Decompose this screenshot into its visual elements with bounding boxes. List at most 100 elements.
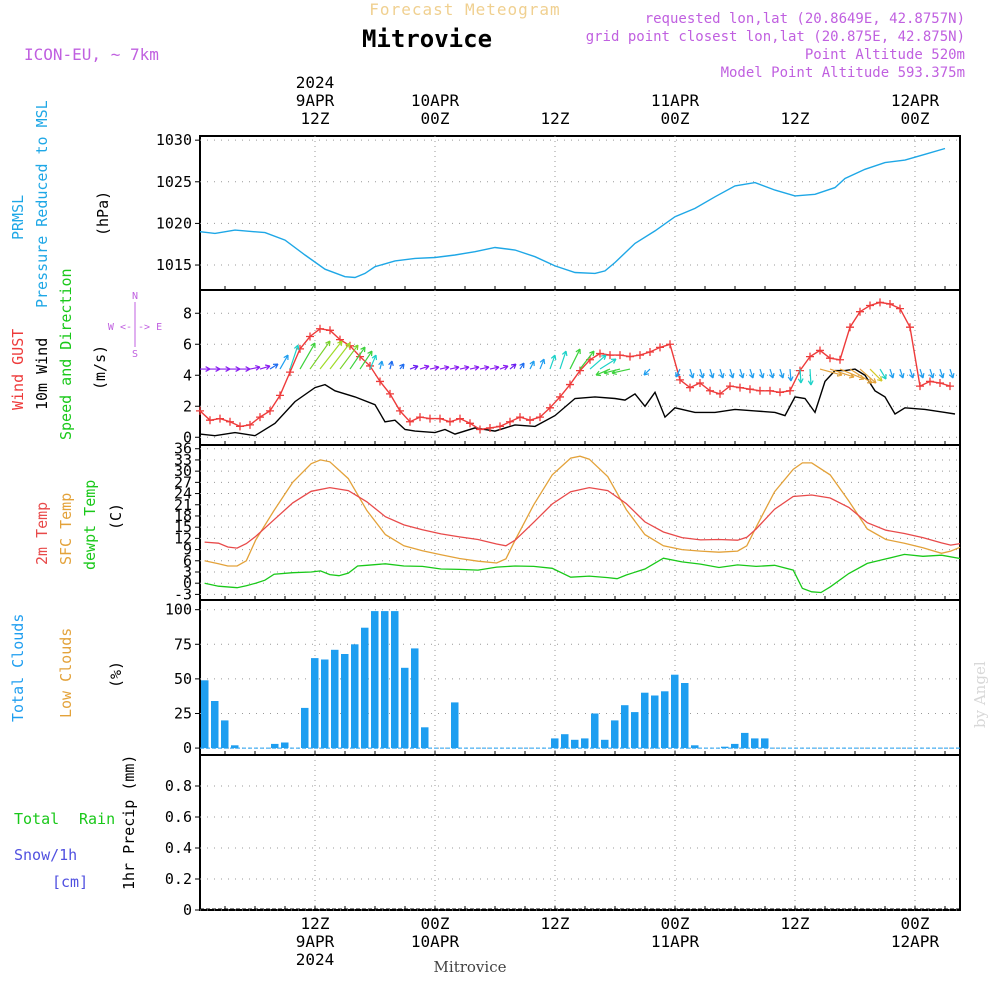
requested-coords: requested lon,lat (20.8649E, 42.8757N): [645, 11, 965, 27]
cloud-bar: [741, 732, 749, 749]
bottom-time-label: 9APR: [296, 932, 335, 951]
wind-arrow: [489, 365, 500, 371]
gust-marker: [436, 414, 444, 423]
wind-arrow: [479, 365, 490, 371]
gust-marker: [776, 388, 784, 397]
wind-gust-line: [199, 301, 951, 431]
cloud-bar: [401, 667, 409, 749]
gust-marker: [666, 340, 674, 349]
cloud-bar: [381, 611, 389, 749]
wind-arrow: [748, 368, 755, 379]
wind-arrow: [259, 364, 271, 371]
precip-frame: [199, 754, 961, 911]
wind-arrow: [388, 360, 394, 370]
y-tick-label: 21: [174, 496, 192, 514]
gust-marker: [276, 391, 284, 400]
gust-marker: [826, 354, 834, 363]
wind-arrow: [928, 368, 935, 379]
gust-marker: [816, 346, 824, 355]
wind-arrow: [688, 368, 695, 379]
wind-arrow: [299, 342, 316, 370]
cloud-bar: [631, 712, 639, 749]
precip-label-rain: Rain: [79, 810, 115, 828]
y-tick-label: 0: [183, 739, 192, 757]
gust-marker: [646, 348, 654, 356]
gust-marker: [856, 307, 864, 316]
cloud-bar: [331, 649, 339, 749]
gust-marker: [616, 351, 624, 360]
cloud-bar: [671, 674, 679, 748]
gust-marker: [476, 425, 484, 434]
y-tick-label: 8: [183, 304, 192, 322]
wind-arrow: [698, 368, 705, 379]
grid-point-coords: grid point closest lon,lat (20.875E, 42.…: [586, 29, 965, 45]
wind-arrow: [419, 364, 430, 371]
gust-marker: [876, 298, 884, 307]
y-tick-label: 50: [174, 670, 192, 688]
wind-arrow: [643, 368, 651, 376]
cloud-bar: [761, 738, 769, 749]
top-time-label: 12Z: [541, 109, 570, 128]
gust-marker: [256, 413, 264, 422]
wind-arrow: [529, 360, 535, 370]
model-altitude: Model Point Altitude 593.375m: [721, 65, 965, 81]
cloud-bar: [661, 691, 669, 748]
cloud-bar: [391, 611, 399, 749]
bottom-time-label: 2024: [296, 950, 335, 969]
gust-marker: [946, 382, 954, 391]
gust-marker: [716, 389, 724, 398]
top-time-label: 10APR: [411, 91, 460, 110]
y-tick-label: 27: [174, 473, 192, 491]
y-tick-label: 2: [183, 397, 192, 415]
gust-marker: [866, 301, 874, 310]
cloud-bar: [361, 627, 369, 749]
gust-marker: [496, 422, 504, 431]
pressure-label-1: PRMSL: [9, 195, 27, 240]
y-tick-label: 0.8: [165, 777, 192, 795]
gust-marker: [226, 417, 234, 426]
wind-arrow: [319, 340, 343, 370]
top-time-label: 12APR: [891, 91, 940, 110]
top-time-label: 12Z: [781, 109, 810, 128]
y-tick-label: 36: [174, 440, 192, 458]
gust-marker: [386, 389, 394, 398]
wind-arrow: [738, 368, 745, 379]
wind-arrow: [399, 363, 405, 370]
y-tick-label: 1025: [156, 173, 192, 191]
wind-arrow: [329, 342, 351, 370]
cloud-bar: [641, 692, 649, 749]
wind-arrow: [898, 368, 905, 379]
wind-arrow: [509, 363, 517, 370]
top-time-label: 12Z: [301, 109, 330, 128]
wind-unit: (m/s): [91, 345, 109, 390]
y-tick-label: 12: [174, 529, 192, 547]
gust-marker: [456, 414, 464, 423]
gust-marker: [916, 382, 924, 391]
gust-marker: [806, 352, 814, 361]
wind-arrow: [240, 366, 251, 372]
wind-arrow: [369, 354, 378, 370]
wind-arrow: [718, 368, 725, 379]
wind-label-gust: Wind GUST: [9, 329, 27, 410]
y-tick-label: -3: [174, 585, 192, 603]
y-tick-label: 6: [183, 335, 192, 353]
cloud-bar: [591, 713, 599, 749]
cloud-bar: [561, 734, 569, 748]
top-time-label: 2024: [296, 73, 335, 92]
y-tick-label: 1030: [156, 131, 192, 149]
cloud-bar: [611, 720, 619, 749]
cloud-label-low: Low Clouds: [57, 628, 75, 718]
y-tick-label: 0.4: [165, 839, 192, 857]
wind-speed-line: [199, 368, 956, 437]
compass-s: S: [132, 349, 138, 360]
wind-label-speed-dir: Speed and Direction: [57, 268, 75, 440]
wind-arrow: [778, 368, 785, 379]
precip-axis-title: 1hr Precip (mm): [120, 755, 138, 890]
y-tick-label: 0.2: [165, 870, 192, 888]
gust-marker: [486, 423, 494, 432]
point-altitude: Point Altitude 520m: [805, 47, 965, 63]
gust-marker: [706, 386, 714, 395]
footer-location: Mitrovice: [434, 958, 507, 976]
wind-labels: Wind GUST 10m Wind Speed and Direction (…: [9, 268, 162, 440]
